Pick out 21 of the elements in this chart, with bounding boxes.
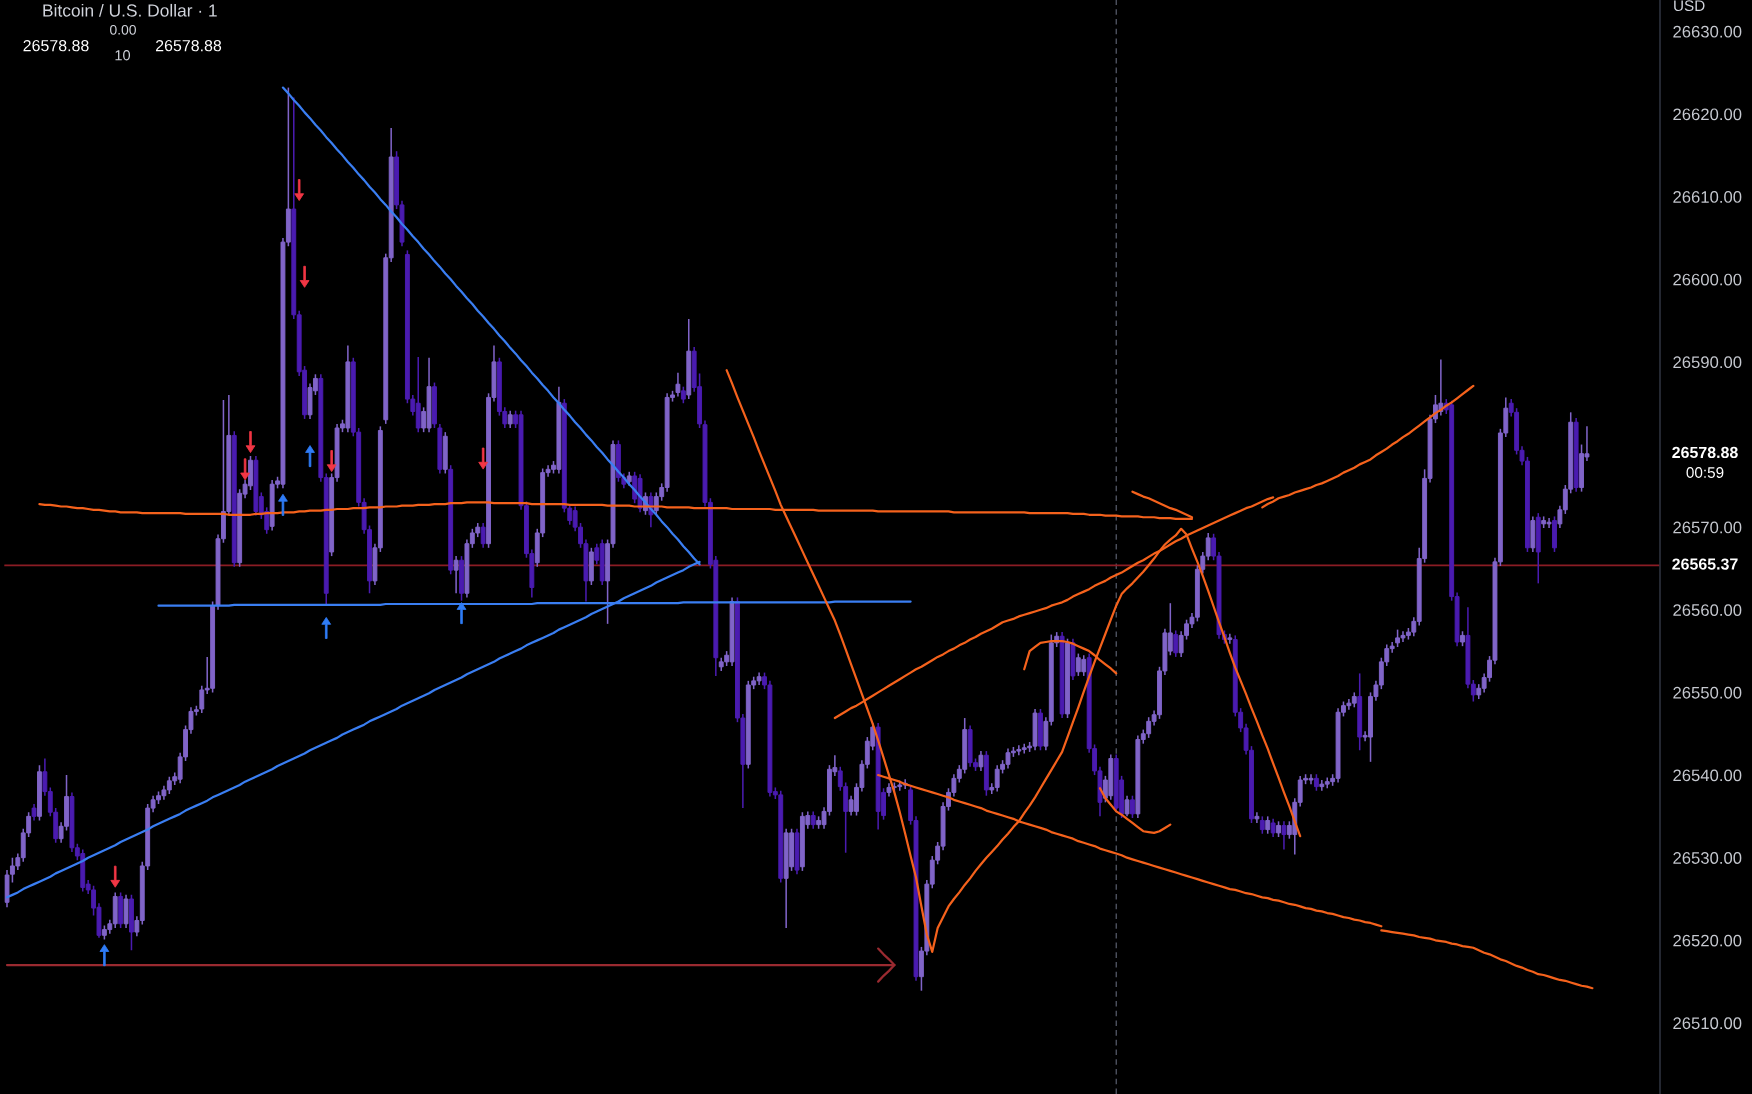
y-tick-label: 26560.00 xyxy=(1673,604,1742,616)
y-tick-label: 26600.00 xyxy=(1673,273,1742,286)
annotation: 26578.88 xyxy=(23,39,89,52)
annotation: 0.00 xyxy=(110,24,136,35)
y-tick-label: 26570.00 xyxy=(1673,521,1742,534)
y-tick-label: 26630.00 xyxy=(1673,25,1742,38)
text: 00:59 xyxy=(1686,467,1724,478)
y-tick-label: 26610.00 xyxy=(1673,191,1742,203)
ref-line-label: 26565.37 xyxy=(1672,558,1738,570)
y-tick-label: 26620.00 xyxy=(1673,108,1742,121)
annotation: 10 xyxy=(115,50,131,61)
y-tick-label: 26590.00 xyxy=(1673,356,1742,369)
y-tick-label: 26550.00 xyxy=(1673,686,1742,699)
y-tick-label: 26530.00 xyxy=(1673,852,1742,864)
text: 26578.88 xyxy=(1672,446,1738,459)
y-tick-label: 26510.00 xyxy=(1673,1017,1742,1030)
text: USD xyxy=(1674,0,1705,12)
y-tick-label: 26520.00 xyxy=(1673,934,1742,947)
y-tick-label: 26540.00 xyxy=(1673,769,1742,782)
annotation: 26578.88 xyxy=(156,39,222,52)
chart-title: Bitcoin / U.S. Dollar · 1 xyxy=(43,3,217,17)
